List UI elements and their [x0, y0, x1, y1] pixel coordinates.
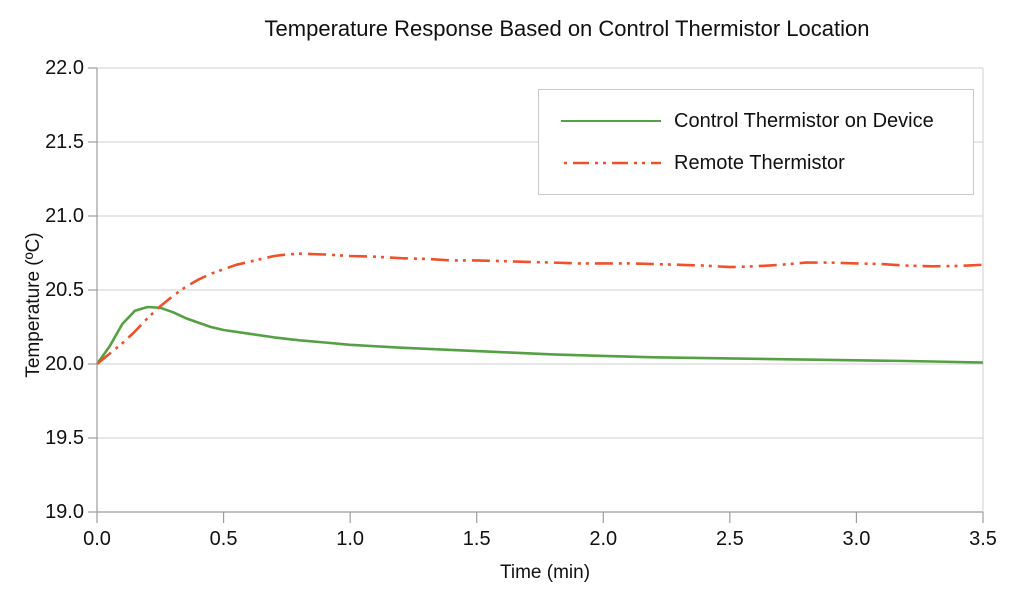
x-tick-label: 1.0 [336, 528, 365, 550]
legend-line-solid-icon [561, 120, 661, 122]
x-tick-label: 3.5 [969, 528, 997, 550]
x-tick-label: 3.0 [842, 528, 871, 550]
legend-item-control-thermistor: Control Thermistor on Device [539, 107, 973, 135]
x-tick-label: 0.0 [83, 528, 111, 550]
x-tick-label: 1.5 [462, 528, 491, 550]
y-tick-label: 21.5 [45, 131, 84, 153]
legend-line-dash-dot-icon [561, 161, 661, 165]
legend-label-remote-thermistor: Remote Thermistor [674, 151, 845, 174]
legend-item-remote-thermistor: Remote Thermistor [539, 149, 973, 177]
x-tick-label: 0.5 [209, 528, 238, 550]
chart-title: Temperature Response Based on Control Th… [264, 16, 870, 41]
y-tick-label: 19.5 [45, 427, 84, 449]
y-tick-label: 21.0 [45, 205, 84, 227]
legend-label-control-thermistor: Control Thermistor on Device [674, 109, 934, 132]
y-tick-label: 20.5 [45, 279, 84, 301]
x-axis-title: Time (min) [499, 562, 591, 583]
x-tick-label: 2.0 [589, 528, 618, 550]
x-tick-label: 2.5 [715, 528, 744, 550]
y-tick-label: 22.0 [45, 57, 84, 79]
y-tick-label: 20.0 [45, 353, 84, 375]
series-line-remote-thermistor [96, 252, 984, 366]
series-line-control-thermistor [95, 305, 984, 365]
y-tick-label: 19.0 [45, 501, 84, 523]
legend: Control Thermistor on Device Remote Ther… [538, 89, 974, 195]
